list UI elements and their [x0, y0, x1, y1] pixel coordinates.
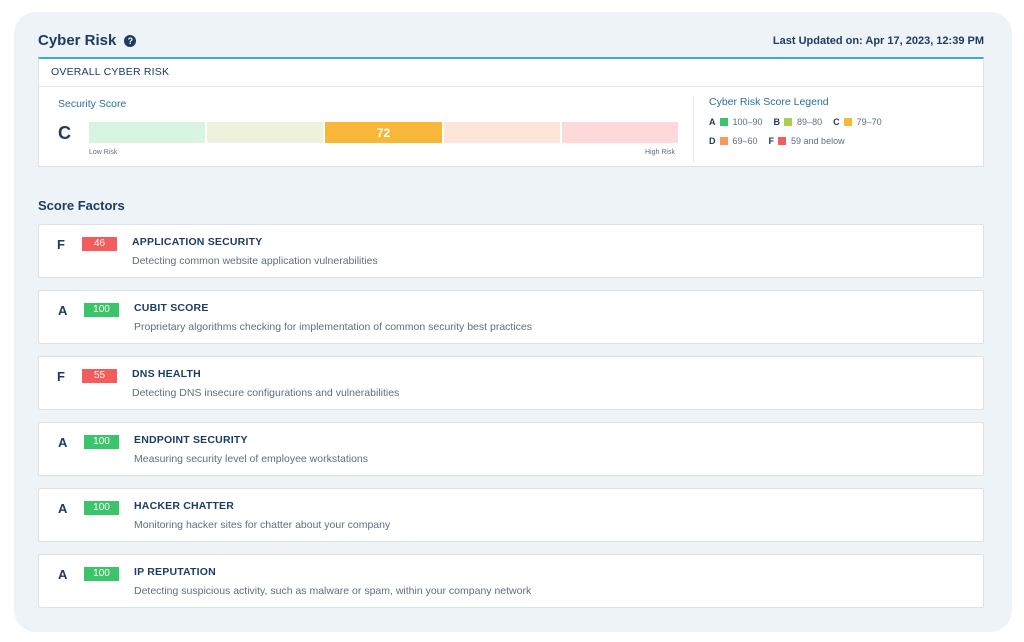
score-factors-title: Score Factors [38, 198, 125, 213]
factor-score-badge: 55 [82, 369, 117, 383]
legend-grade-letter: C [833, 117, 840, 127]
legend-item: B 89–80 [774, 117, 823, 127]
score-bar-segment [89, 122, 206, 143]
factor-name: HACKER CHATTER [134, 500, 235, 512]
factor-name: DNS HEALTH [132, 368, 201, 380]
factor-name: ENDPOINT SECURITY [134, 434, 248, 446]
legend-item: F 59 and below [769, 136, 845, 146]
score-bar: 72 [89, 122, 679, 143]
help-icon[interactable]: ? [124, 34, 137, 47]
factor-name: APPLICATION SECURITY [132, 236, 263, 248]
page-title: Cyber Risk ? [38, 32, 137, 49]
factor-score-badge: 100 [84, 435, 119, 449]
security-score-label: Security Score [58, 98, 127, 110]
legend-range: 69–60 [732, 136, 758, 146]
legend-swatch [843, 118, 852, 126]
factor-grade: F [57, 237, 65, 252]
cyber-risk-card: Cyber Risk ? Last Updated on: Apr 17, 20… [14, 12, 1012, 632]
legend-grade-letter: A [709, 117, 716, 127]
factor-score-badge: 100 [84, 567, 119, 581]
overall-grade: C [58, 123, 71, 143]
page-title-text: Cyber Risk [38, 32, 117, 49]
last-updated-text: Last Updated on: Apr 17, 2023, 12:39 PM [772, 35, 984, 47]
score-legend: Cyber Risk Score Legend A 100–90 B 89–80 C 79… [709, 96, 979, 155]
legend-grade-letter: F [768, 136, 775, 146]
panel-divider [693, 96, 694, 162]
legend-item: C 79–70 [833, 117, 882, 127]
factor-description: Proprietary algorithms checking for impl… [134, 321, 532, 333]
factor-grade: A [58, 435, 68, 450]
score-factor-card[interactable]: A 100 HACKER CHATTER Monitoring hacker site… [38, 488, 984, 542]
legend-row: A 100–90 B 89–80 C 79–70 [709, 117, 979, 127]
legend-title: Cyber Risk Score Legend [709, 96, 829, 108]
score-factor-card[interactable]: A 100 CUBIT SCORE Proprietary algorithms ch… [38, 290, 984, 344]
factor-grade: A [58, 501, 68, 516]
factor-score-badge: 46 [82, 237, 117, 251]
factor-description: Detecting DNS insecure configurations an… [132, 387, 400, 399]
low-risk-label: Low Risk [89, 149, 118, 156]
card-header: Cyber Risk ? Last Updated on: Apr 17, 20… [38, 32, 984, 58]
score-bar-segment [443, 122, 560, 143]
factor-description: Monitoring hacker sites for chatter abou… [134, 519, 391, 531]
legend-range: 100–90 [732, 117, 763, 127]
legend-grade-letter: B [773, 117, 781, 127]
score-bar-segment [561, 122, 679, 143]
overall-cyber-risk-heading: OVERALL CYBER RISK [39, 59, 983, 87]
legend-row: D 69–60 F 59 and below [709, 136, 979, 146]
legend-item: D 69–60 [709, 136, 758, 146]
security-score-area: Security Score C 72 Low Risk High Risk [39, 88, 679, 168]
overall-cyber-risk-panel: OVERALL CYBER RISK Security Score C 72 L… [38, 57, 984, 167]
legend-item: A 100–90 [709, 117, 763, 127]
legend-swatch [719, 118, 728, 126]
legend-grade-letter: D [709, 136, 716, 146]
factor-description: Detecting common website application vul… [132, 255, 378, 267]
legend-range: 79–70 [856, 117, 882, 127]
score-bar-segment-active: 72 [325, 122, 442, 143]
factor-grade: A [58, 303, 68, 318]
factor-name: IP REPUTATION [134, 566, 216, 578]
legend-swatch [719, 137, 728, 145]
legend-rows: A 100–90 B 89–80 C 79–70 D 69–60 F 59 and below [709, 117, 979, 146]
legend-range: 89–80 [797, 117, 823, 127]
legend-range: 59 and below [791, 136, 845, 146]
score-factor-card[interactable]: A 100 IP REPUTATION Detecting suspicious ac… [38, 554, 984, 608]
factor-name: CUBIT SCORE [134, 302, 209, 314]
factor-score-badge: 100 [84, 303, 119, 317]
legend-swatch [778, 137, 787, 145]
factor-description: Detecting suspicious activity, such as m… [134, 585, 532, 597]
factor-grade: A [58, 567, 68, 582]
factor-description: Measuring security level of employee wor… [134, 453, 369, 465]
score-bar-segment [207, 122, 324, 143]
score-factor-card[interactable]: A 100 ENDPOINT SECURITY Measuring security … [38, 422, 984, 476]
legend-swatch [784, 118, 793, 126]
factor-score-badge: 100 [84, 501, 119, 515]
high-risk-label: High Risk [645, 149, 675, 156]
score-factor-card[interactable]: F 55 DNS HEALTH Detecting DNS insecure conf… [38, 356, 984, 410]
score-factor-card[interactable]: F 46 APPLICATION SECURITY Detecting common … [38, 224, 984, 278]
factor-grade: F [57, 369, 65, 384]
